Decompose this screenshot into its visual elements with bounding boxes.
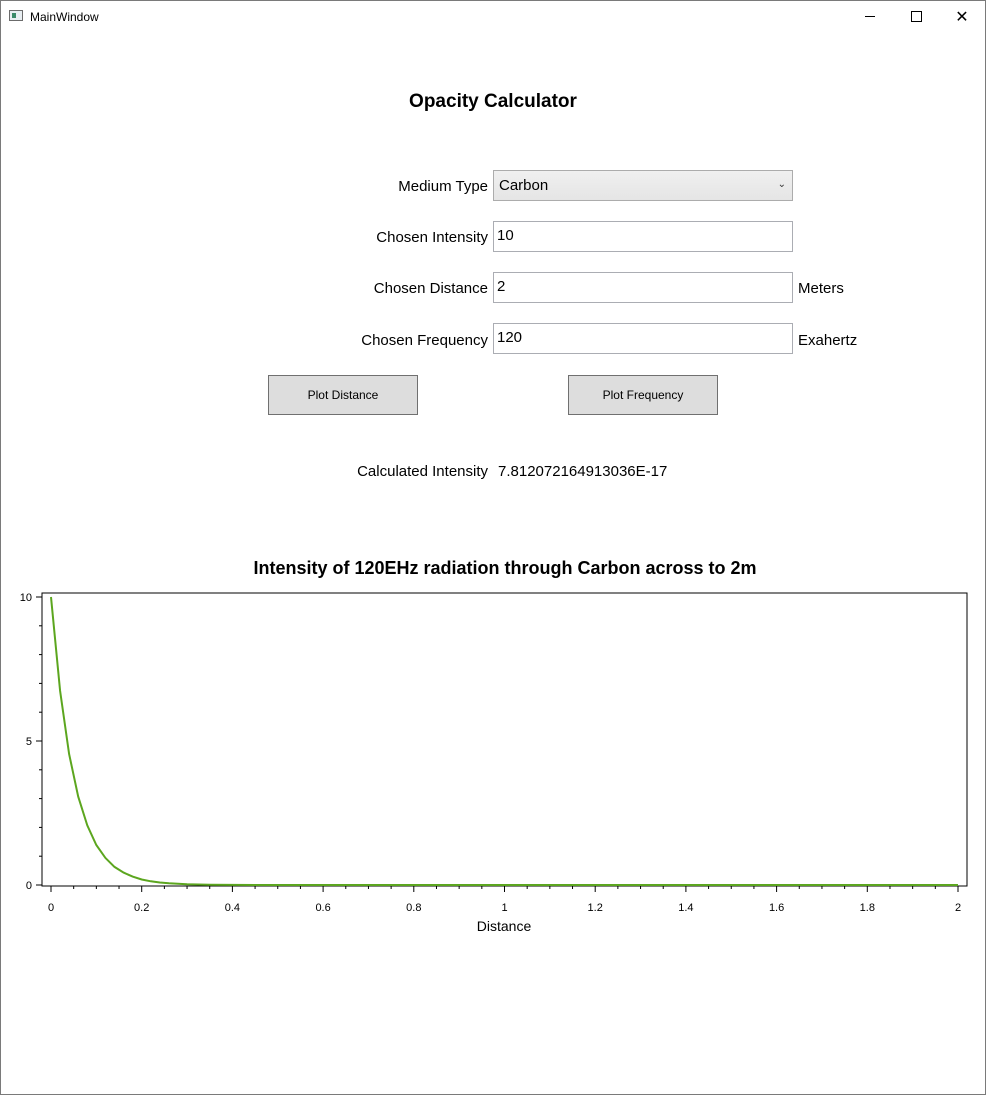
x-axis-label: Distance [477, 918, 532, 934]
medium-type-dropdown[interactable]: Carbon ⌄ [493, 170, 793, 201]
plot-distance-button[interactable]: Plot Distance [268, 375, 418, 415]
chosen-intensity-label: Chosen Intensity [376, 229, 488, 246]
x-tick-label: 1 [501, 902, 507, 914]
x-tick-label: 1.8 [860, 902, 875, 914]
chosen-frequency-label: Chosen Frequency [361, 332, 488, 349]
chart-axes: 0 0.2 0.4 0.6 0.8 1 1.2 1.4 1.6 1.8 2 0 5 10 [20, 592, 961, 914]
minimize-button[interactable] [847, 1, 893, 32]
x-tick-label: 1.4 [678, 902, 693, 914]
chosen-frequency-field-box [493, 323, 793, 354]
x-tick-label: 0.2 [134, 902, 149, 914]
medium-type-value: Carbon [499, 177, 549, 194]
x-tick-label: 1.6 [769, 902, 784, 914]
y-tick-label: 0 [26, 880, 32, 892]
chosen-distance-label: Chosen Distance [373, 280, 488, 297]
window-title: MainWindow [30, 10, 99, 24]
x-tick-label: 0.4 [225, 902, 240, 914]
chart-title: Intensity of 120EHz radiation through Ca… [253, 558, 757, 578]
close-button[interactable]: ✕ [939, 1, 985, 32]
maximize-icon [910, 11, 922, 22]
plot-frequency-button[interactable]: Plot Frequency [568, 375, 718, 415]
y-tick-label: 5 [26, 736, 32, 748]
x-tick-label: 0.8 [406, 902, 421, 914]
intensity-chart: 0 0.2 0.4 0.6 0.8 1 1.2 1.4 1.6 1.8 2 0 5 10 Distance [20, 592, 968, 934]
x-tick-label: 1.2 [588, 902, 603, 914]
chevron-down-icon: ⌄ [777, 179, 786, 190]
medium-type-label: Medium Type [398, 178, 488, 195]
x-tick-label: 0 [48, 902, 54, 914]
chosen-frequency-input[interactable] [494, 324, 787, 350]
y-tick-label: 10 [20, 592, 32, 604]
chosen-distance-input[interactable] [494, 273, 787, 299]
frequency-unit-label: Exahertz [798, 332, 858, 349]
intensity-series-line [50, 596, 958, 886]
page-title: Opacity Calculator [409, 91, 577, 112]
title-bar[interactable]: MainWindow ✕ [1, 1, 985, 32]
x-tick-label: 0.6 [315, 902, 330, 914]
distance-unit-label: Meters [798, 280, 844, 297]
chosen-distance-field-box [493, 272, 793, 303]
chosen-intensity-input[interactable] [494, 222, 787, 248]
minimize-icon [865, 16, 875, 17]
app-icon [9, 10, 23, 21]
calculated-intensity-value: 7.812072164913036E-17 [498, 463, 668, 480]
close-icon: ✕ [955, 8, 969, 26]
chosen-intensity-field-box [493, 221, 793, 252]
x-tick-label: 2 [955, 902, 961, 914]
plot-area-frame [41, 592, 968, 887]
calculated-intensity-label: Calculated Intensity [357, 463, 488, 480]
maximize-button[interactable] [893, 1, 939, 32]
